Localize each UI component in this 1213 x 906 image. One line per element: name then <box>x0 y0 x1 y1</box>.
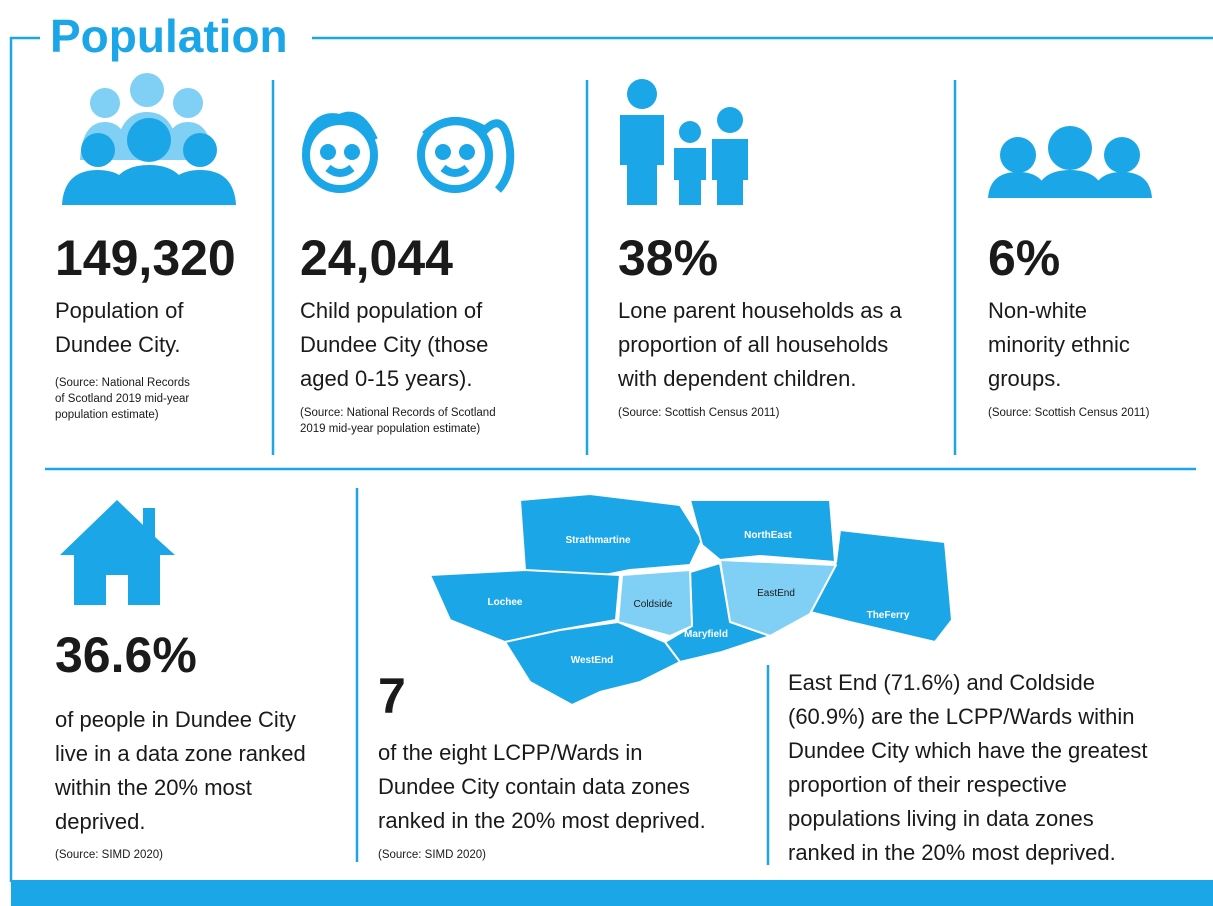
icon-part <box>712 139 748 205</box>
icon-part <box>1035 170 1105 198</box>
stat-description: of the eight LCPP/Wards in <box>378 740 643 765</box>
note-line: East End (71.6%) and Coldside <box>788 670 1095 695</box>
note-line: proportion of their respective <box>788 772 1067 797</box>
stat-source: (Source: Scottish Census 2011) <box>988 407 1150 419</box>
stat-source: (Source: National Records <box>55 377 190 389</box>
stat-source: 2019 mid-year population estimate) <box>300 423 480 435</box>
stat-description: Dundee City. <box>55 332 181 357</box>
house-icon <box>60 500 175 605</box>
ward-label: Maryfield <box>684 629 728 640</box>
icon-part <box>422 117 515 193</box>
stat-description: ranked in the 20% most deprived. <box>378 808 706 833</box>
stat-source: population estimate) <box>55 409 159 421</box>
note-line: populations living in data zones <box>788 806 1094 831</box>
icon-part <box>62 165 236 205</box>
stat-source: (Source: SIMD 2020) <box>55 849 163 861</box>
ward-label: Lochee <box>487 597 522 608</box>
stat-value: 149,320 <box>55 230 236 286</box>
title: Population <box>50 10 288 62</box>
crowd-icon <box>62 73 236 205</box>
icon-part <box>1048 126 1092 170</box>
icon-part <box>325 164 355 177</box>
ward <box>504 621 681 706</box>
ward-label: NorthEast <box>744 530 792 541</box>
icon-part <box>674 148 706 205</box>
icon-part <box>90 88 120 118</box>
stat-description: Dundee City contain data zones <box>378 774 690 799</box>
group-icon <box>988 126 1152 198</box>
note-line: (60.9%) are the LCPP/Wards within <box>788 704 1134 729</box>
icon-part <box>183 133 217 167</box>
icon-part <box>627 79 657 109</box>
stat-value: 38% <box>618 230 718 286</box>
stat-description: Dundee City (those <box>300 332 488 357</box>
icon-part <box>440 164 470 177</box>
icon-part <box>620 115 664 205</box>
ward-label: TheFerry <box>867 610 910 621</box>
icon-part <box>344 144 360 160</box>
stat-value: 6% <box>988 230 1060 286</box>
icon-part <box>988 172 1152 198</box>
stat-source: of Scotland 2019 mid-year <box>55 393 189 405</box>
ward-map: Strathmartine NorthEast Lochee Coldside East… <box>429 493 953 706</box>
ward <box>689 499 836 563</box>
stat-value: 7 <box>378 668 406 724</box>
icon-part <box>459 144 475 160</box>
stat-description: Lone parent households as a <box>618 298 903 323</box>
stat-description: groups. <box>988 366 1061 391</box>
icon-part <box>1104 137 1140 173</box>
ward-label: WestEnd <box>571 655 614 666</box>
icon-part <box>173 88 203 118</box>
ward-label: Strathmartine <box>565 535 630 546</box>
ward-label: Coldside <box>634 599 673 610</box>
ward-label: EastEnd <box>757 588 795 599</box>
stat-description: proportion of all households <box>618 332 888 357</box>
stat-description: Non-white <box>988 298 1087 323</box>
stat-description: within the 20% most <box>54 775 252 800</box>
icon-part <box>302 117 378 193</box>
stat-description: minority ethnic <box>988 332 1130 357</box>
icon-part <box>81 133 115 167</box>
stat-description: deprived. <box>55 809 146 834</box>
icon-part <box>717 107 743 133</box>
icon-part <box>435 144 451 160</box>
stat-description: with dependent children. <box>617 366 857 391</box>
ward <box>429 569 621 643</box>
family-icon <box>620 79 748 205</box>
stat-description: Child population of <box>300 298 483 323</box>
stat-description: live in a data zone ranked <box>55 741 306 766</box>
stat-source: (Source: SIMD 2020) <box>378 849 486 861</box>
stat-description: aged 0-15 years). <box>300 366 472 391</box>
icon-part <box>679 121 701 143</box>
note-line: Dundee City which have the greatest <box>788 738 1148 763</box>
icon-part <box>320 144 336 160</box>
stat-value: 36.6% <box>55 627 197 683</box>
stat-source: (Source: National Records of Scotland <box>300 407 496 419</box>
icon-part <box>1000 137 1036 173</box>
note-line: ranked in the 20% most deprived. <box>788 840 1116 865</box>
icon-part <box>302 111 378 151</box>
stat-description: of people in Dundee City <box>55 707 296 732</box>
footer-bar <box>11 880 1213 906</box>
stat-source: (Source: Scottish Census 2011) <box>618 407 780 419</box>
children-icon <box>302 111 515 193</box>
ward <box>617 569 693 637</box>
stat-description: Population of <box>55 298 184 323</box>
icon-part <box>127 118 171 162</box>
stat-value: 24,044 <box>300 230 453 286</box>
icon-part <box>130 73 164 107</box>
